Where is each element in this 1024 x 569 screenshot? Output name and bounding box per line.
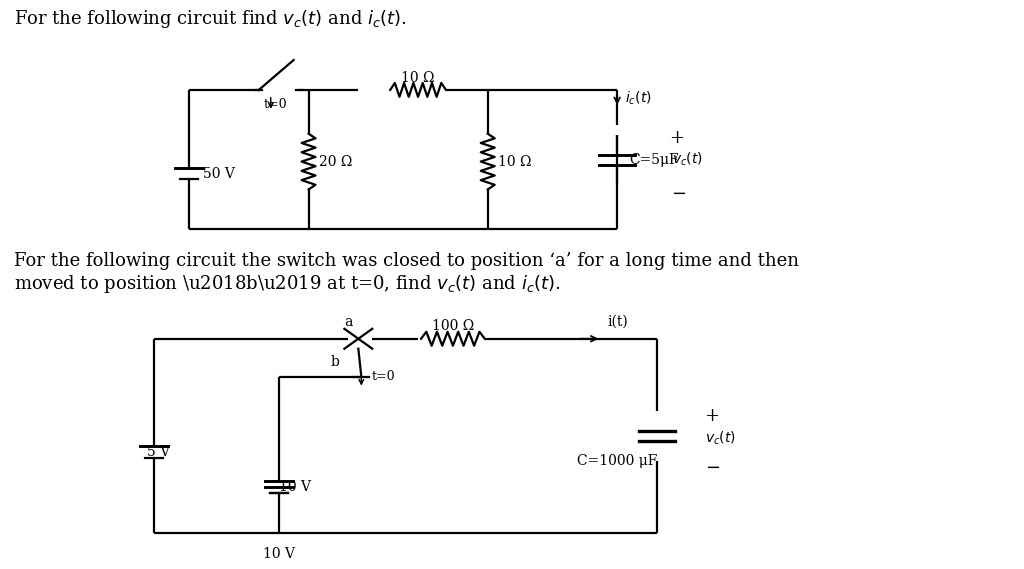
Text: t=0: t=0 bbox=[264, 98, 288, 111]
Text: $v_c(t)$: $v_c(t)$ bbox=[672, 151, 702, 168]
Text: $v_c(t)$: $v_c(t)$ bbox=[705, 430, 735, 447]
Text: 100 Ω: 100 Ω bbox=[432, 319, 474, 333]
Text: C=1000 μF: C=1000 μF bbox=[578, 454, 657, 468]
Text: −: − bbox=[706, 459, 720, 477]
Text: i(t): i(t) bbox=[607, 315, 628, 329]
Text: +: + bbox=[670, 129, 684, 147]
Text: 20 Ω: 20 Ω bbox=[318, 155, 352, 168]
Text: 10 V: 10 V bbox=[263, 547, 295, 561]
Text: For the following circuit find $v_c(t)$ and $i_c(t)$.: For the following circuit find $v_c(t)$ … bbox=[14, 8, 407, 30]
Text: 10 V: 10 V bbox=[279, 480, 310, 494]
Text: b: b bbox=[331, 354, 340, 369]
Text: −: − bbox=[672, 185, 686, 204]
Text: C=5μF: C=5μF bbox=[629, 152, 679, 167]
Text: t=0: t=0 bbox=[372, 370, 395, 383]
Text: 50 V: 50 V bbox=[203, 167, 234, 180]
Text: 10 Ω: 10 Ω bbox=[498, 155, 531, 168]
Text: +: + bbox=[705, 407, 719, 426]
Text: $i_c(t)$: $i_c(t)$ bbox=[625, 89, 651, 106]
Text: a: a bbox=[344, 315, 352, 329]
Text: moved to position \u2018b\u2019 at t=0, find $v_c(t)$ and $i_c(t)$.: moved to position \u2018b\u2019 at t=0, … bbox=[14, 273, 561, 295]
Text: For the following circuit the switch was closed to position ‘a’ for a long time : For the following circuit the switch was… bbox=[14, 252, 799, 270]
Text: 5 V: 5 V bbox=[147, 445, 170, 459]
Text: 10 Ω: 10 Ω bbox=[401, 71, 435, 85]
